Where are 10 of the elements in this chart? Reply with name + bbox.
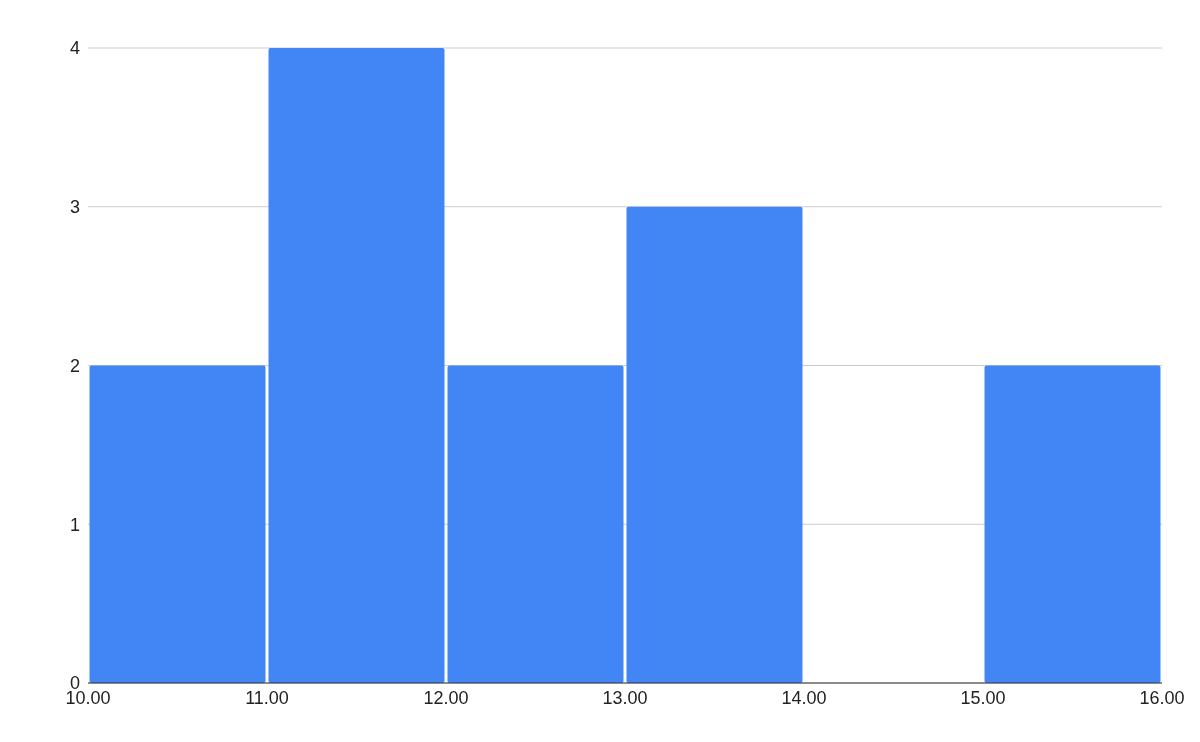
x-tick-label: 15.00 bbox=[960, 687, 1006, 708]
x-tick-label: 12.00 bbox=[423, 687, 469, 708]
y-tick-label: 2 bbox=[69, 355, 80, 376]
y-tick-label: 4 bbox=[69, 38, 80, 59]
y-tick-label: 1 bbox=[69, 514, 80, 535]
x-tick-label: 14.00 bbox=[781, 687, 827, 708]
y-tick-label: 3 bbox=[69, 197, 80, 218]
x-tick-label: 13.00 bbox=[602, 687, 648, 708]
x-tick-label: 11.00 bbox=[245, 687, 289, 708]
x-tick-label: 16.00 bbox=[1139, 687, 1185, 708]
